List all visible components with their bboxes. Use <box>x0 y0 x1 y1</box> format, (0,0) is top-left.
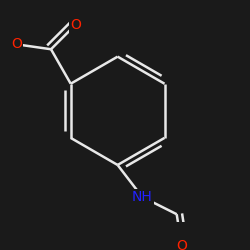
Text: O: O <box>176 239 187 250</box>
Text: NH: NH <box>132 190 152 204</box>
Text: O: O <box>11 37 22 51</box>
Text: O: O <box>70 18 81 32</box>
